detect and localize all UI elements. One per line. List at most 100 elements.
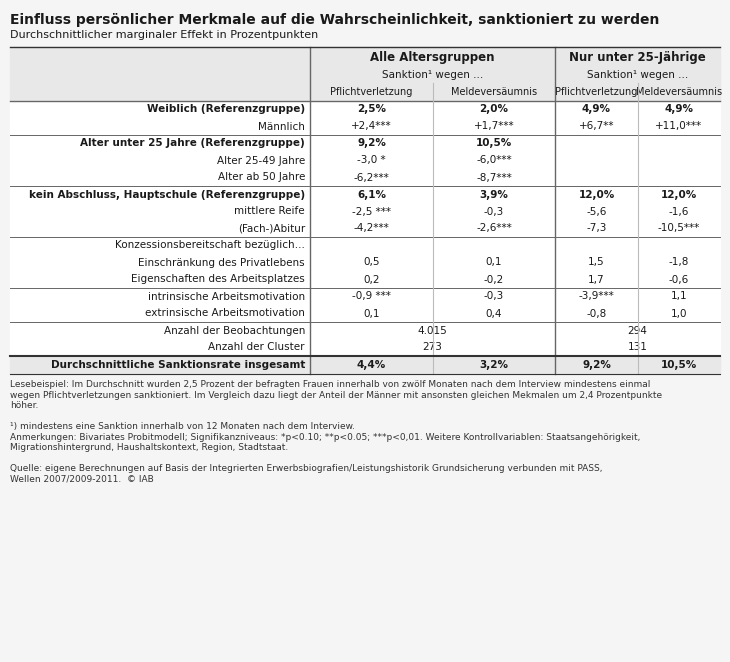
Text: Alter 25-49 Jahre: Alter 25-49 Jahre xyxy=(217,156,305,166)
Text: -8,7***: -8,7*** xyxy=(476,173,512,183)
Text: -3,0 *: -3,0 * xyxy=(357,156,386,166)
Text: Männlich: Männlich xyxy=(258,122,305,132)
Bar xyxy=(10,169,720,186)
Text: 12,0%: 12,0% xyxy=(578,189,615,199)
Text: 1,5: 1,5 xyxy=(588,258,605,267)
Text: Meldeversäumnis: Meldeversäumnis xyxy=(636,87,722,97)
Text: 12,0%: 12,0% xyxy=(661,189,697,199)
Text: Durchschnittlicher marginaler Effekt in Prozentpunkten: Durchschnittlicher marginaler Effekt in … xyxy=(10,30,318,40)
Text: -6,0***: -6,0*** xyxy=(476,156,512,166)
Text: -0,3: -0,3 xyxy=(484,291,504,301)
Text: ¹) mindestens eine Sanktion innerhalb von 12 Monaten nach dem Interview.: ¹) mindestens eine Sanktion innerhalb vo… xyxy=(10,422,355,431)
Text: Nur unter 25-Jährige: Nur unter 25-Jährige xyxy=(569,50,706,64)
Text: 3,9%: 3,9% xyxy=(480,189,508,199)
Text: -4,2***: -4,2*** xyxy=(353,224,389,234)
Bar xyxy=(10,356,720,374)
Bar xyxy=(10,220,720,237)
Bar xyxy=(10,118,720,135)
Bar xyxy=(10,254,720,271)
Text: Lesebeispiel: Im Durchschnitt wurden 2,5 Prozent der befragten Frauen innerhalb : Lesebeispiel: Im Durchschnitt wurden 2,5… xyxy=(10,380,650,389)
Text: -1,8: -1,8 xyxy=(669,258,689,267)
Text: 3,2%: 3,2% xyxy=(480,360,509,370)
Bar xyxy=(10,237,720,254)
Text: Pflichtverletzung: Pflichtverletzung xyxy=(330,87,412,97)
Text: -10,5***: -10,5*** xyxy=(658,224,700,234)
Text: Anzahl der Cluster: Anzahl der Cluster xyxy=(209,342,305,352)
Text: Sanktion¹ wegen ...: Sanktion¹ wegen ... xyxy=(587,70,688,80)
Text: -0,6: -0,6 xyxy=(669,275,689,285)
Text: Anzahl der Beobachtungen: Anzahl der Beobachtungen xyxy=(164,326,305,336)
Text: 6,1%: 6,1% xyxy=(357,189,386,199)
Text: -6,2***: -6,2*** xyxy=(353,173,389,183)
Text: -3,9***: -3,9*** xyxy=(579,291,615,301)
Text: Migrationshintergrund, Haushaltskontext, Region, Stadtstaat.: Migrationshintergrund, Haushaltskontext,… xyxy=(10,443,288,452)
Text: -0,9 ***: -0,9 *** xyxy=(352,291,391,301)
Text: Durchschnittliche Sanktionsrate insgesamt: Durchschnittliche Sanktionsrate insgesam… xyxy=(50,360,305,370)
Text: 1,1: 1,1 xyxy=(671,291,688,301)
Text: 2,5%: 2,5% xyxy=(357,105,386,115)
Bar xyxy=(10,322,720,339)
Text: -0,8: -0,8 xyxy=(586,308,607,318)
Text: 4,4%: 4,4% xyxy=(357,360,386,370)
Text: -0,3: -0,3 xyxy=(484,207,504,216)
Text: 10,5%: 10,5% xyxy=(661,360,697,370)
Text: Pflichtverletzung: Pflichtverletzung xyxy=(556,87,638,97)
Bar xyxy=(10,101,720,118)
Text: Anmerkungen: Bivariates Probitmodell; Signifikanzniveaus: *p<0.10; **p<0.05; ***: Anmerkungen: Bivariates Probitmodell; Si… xyxy=(10,432,640,442)
Text: -2,6***: -2,6*** xyxy=(476,224,512,234)
Text: Eigenschaften des Arbeitsplatzes: Eigenschaften des Arbeitsplatzes xyxy=(131,275,305,285)
Bar xyxy=(10,152,720,169)
Text: 273: 273 xyxy=(423,342,442,352)
Text: Meldeversäumnis: Meldeversäumnis xyxy=(451,87,537,97)
Text: +2,4***: +2,4*** xyxy=(351,122,392,132)
Text: 9,2%: 9,2% xyxy=(357,138,386,148)
Text: Einfluss persönlicher Merkmale auf die Wahrscheinlichkeit, sanktioniert zu werde: Einfluss persönlicher Merkmale auf die W… xyxy=(10,13,659,27)
Text: 0,2: 0,2 xyxy=(364,275,380,285)
Text: Sanktion¹ wegen ...: Sanktion¹ wegen ... xyxy=(382,70,483,80)
Text: 10,5%: 10,5% xyxy=(476,138,512,148)
Text: 294: 294 xyxy=(628,326,648,336)
Text: 0,1: 0,1 xyxy=(485,258,502,267)
Text: höher.: höher. xyxy=(10,401,39,410)
Bar xyxy=(10,47,310,101)
Text: 4.015: 4.015 xyxy=(418,326,447,336)
Text: Quelle: eigene Berechnungen auf Basis der Integrierten Erwerbsbiografien/Leistun: Quelle: eigene Berechnungen auf Basis de… xyxy=(10,464,602,473)
Text: Wellen 2007/2009-2011.  © IAB: Wellen 2007/2009-2011. © IAB xyxy=(10,475,154,483)
Bar xyxy=(310,47,720,101)
Text: Alter ab 50 Jahre: Alter ab 50 Jahre xyxy=(218,173,305,183)
Text: -1,6: -1,6 xyxy=(669,207,689,216)
Text: 0,1: 0,1 xyxy=(364,308,380,318)
Text: 4,9%: 4,9% xyxy=(582,105,611,115)
Text: 1,7: 1,7 xyxy=(588,275,605,285)
Text: intrinsische Arbeitsmotivation: intrinsische Arbeitsmotivation xyxy=(148,291,305,301)
Text: extrinsische Arbeitsmotivation: extrinsische Arbeitsmotivation xyxy=(145,308,305,318)
Text: wegen Pflichtverletzungen sanktioniert. Im Vergleich dazu liegt der Anteil der M: wegen Pflichtverletzungen sanktioniert. … xyxy=(10,391,662,399)
Text: Alle Altersgruppen: Alle Altersgruppen xyxy=(370,50,495,64)
Bar xyxy=(10,339,720,356)
Text: -0,2: -0,2 xyxy=(484,275,504,285)
Bar xyxy=(10,186,720,203)
Text: -7,3: -7,3 xyxy=(586,224,607,234)
Text: mittlere Reife: mittlere Reife xyxy=(234,207,305,216)
Text: +11,0***: +11,0*** xyxy=(656,122,702,132)
Text: +1,7***: +1,7*** xyxy=(474,122,515,132)
Text: Alter unter 25 Jahre (Referenzgruppe): Alter unter 25 Jahre (Referenzgruppe) xyxy=(80,138,305,148)
Bar xyxy=(10,288,720,305)
Text: 4,9%: 4,9% xyxy=(664,105,694,115)
Bar xyxy=(10,271,720,288)
Bar xyxy=(10,305,720,322)
Text: 9,2%: 9,2% xyxy=(582,360,611,370)
Text: 1,0: 1,0 xyxy=(671,308,687,318)
Text: +6,7**: +6,7** xyxy=(579,122,614,132)
Bar xyxy=(10,203,720,220)
Text: (Fach-)Abitur: (Fach-)Abitur xyxy=(238,224,305,234)
Text: -5,6: -5,6 xyxy=(586,207,607,216)
Text: Einschränkung des Privatlebens: Einschränkung des Privatlebens xyxy=(139,258,305,267)
Text: Weiblich (Referenzgruppe): Weiblich (Referenzgruppe) xyxy=(147,105,305,115)
Text: 2,0%: 2,0% xyxy=(480,105,509,115)
Text: Konzessionsbereitschaft bezüglich…: Konzessionsbereitschaft bezüglich… xyxy=(115,240,305,250)
Text: kein Abschluss, Hauptschule (Referenzgruppe): kein Abschluss, Hauptschule (Referenzgru… xyxy=(29,189,305,199)
Bar xyxy=(10,135,720,152)
Text: 0,4: 0,4 xyxy=(485,308,502,318)
Text: 131: 131 xyxy=(628,342,648,352)
